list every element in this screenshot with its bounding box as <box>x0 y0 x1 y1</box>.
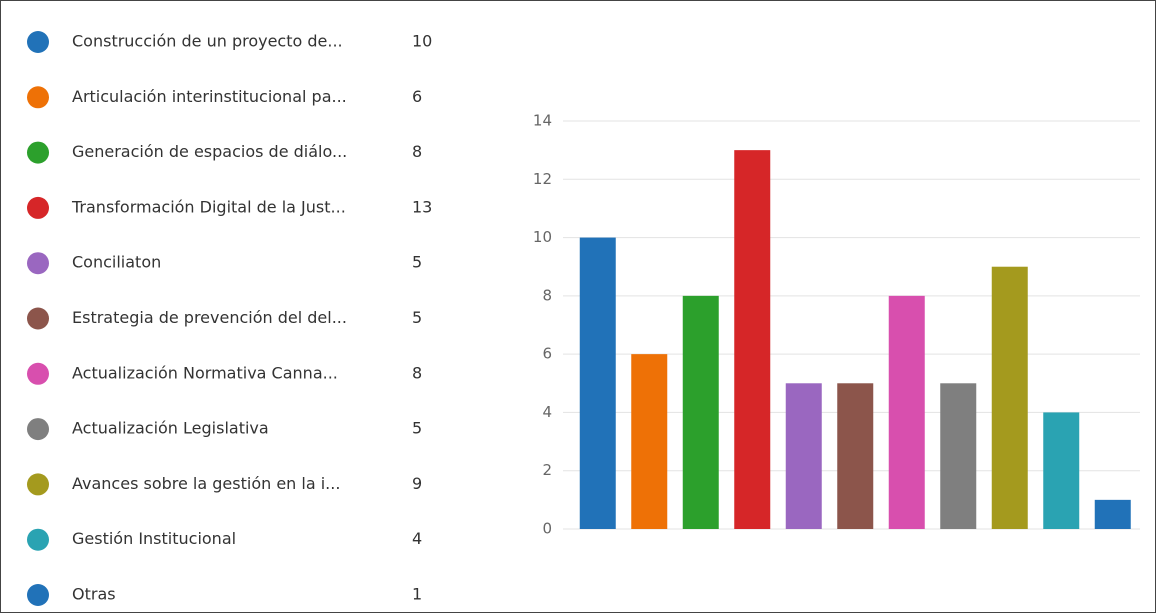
bar <box>837 383 874 529</box>
bar <box>631 354 668 529</box>
bar <box>1094 499 1131 529</box>
legend-label: Estrategia de prevención del del... <box>72 308 347 327</box>
legend-count: 9 <box>412 474 422 493</box>
legend-dot <box>27 528 49 551</box>
y-tick-label: 4 <box>542 403 552 421</box>
bar <box>1043 412 1080 529</box>
y-tick-label: 0 <box>542 520 552 538</box>
legend-count: 5 <box>412 419 422 438</box>
y-tick-label: 2 <box>542 461 552 479</box>
y-tick-label: 14 <box>533 112 552 130</box>
legend-label: Otras <box>72 585 116 604</box>
bar <box>991 266 1028 529</box>
legend-label: Avances sobre la gestión en la i... <box>72 474 340 493</box>
legend-dot <box>27 418 49 441</box>
legend-count: 10 <box>412 32 432 51</box>
legend-count: 6 <box>412 87 422 106</box>
legend-count: 5 <box>412 308 422 327</box>
legend-dot <box>27 141 49 164</box>
legend-dot <box>27 86 49 109</box>
legend-dot <box>27 196 49 219</box>
legend-count: 8 <box>412 142 422 161</box>
y-tick-label: 6 <box>542 345 552 363</box>
bar <box>785 383 822 529</box>
legend-count: 5 <box>412 253 422 272</box>
legend-count: 13 <box>412 197 432 216</box>
legend-label: Conciliaton <box>72 253 161 272</box>
bar <box>888 295 925 529</box>
bar <box>579 237 616 530</box>
legend-label: Construcción de un proyecto de... <box>72 32 343 51</box>
legend-dot <box>27 31 49 53</box>
legend-count: 1 <box>412 585 422 604</box>
legend-dot <box>27 307 49 330</box>
legend-dot <box>27 252 49 275</box>
legend-dot <box>27 473 49 496</box>
legend-label: Actualización Normativa Canna... <box>72 363 338 382</box>
bar <box>734 150 771 529</box>
bar <box>682 295 719 529</box>
legend-label: Actualización Legislativa <box>72 419 269 438</box>
legend-label: Gestión Institucional <box>72 529 236 548</box>
legend-dot <box>27 584 49 606</box>
y-tick-label: 12 <box>533 170 552 188</box>
legend-count: 8 <box>412 363 422 382</box>
legend-label: Transformación Digital de la Just... <box>71 197 346 216</box>
legend-label: Generación de espacios de diálo... <box>72 142 347 161</box>
legend-label: Articulación interinstitucional pa... <box>72 87 347 106</box>
legend-count: 4 <box>412 529 422 548</box>
y-tick-label: 10 <box>533 228 552 246</box>
y-tick-label: 8 <box>542 286 552 304</box>
legend-dot <box>27 362 49 385</box>
bar <box>940 383 977 529</box>
